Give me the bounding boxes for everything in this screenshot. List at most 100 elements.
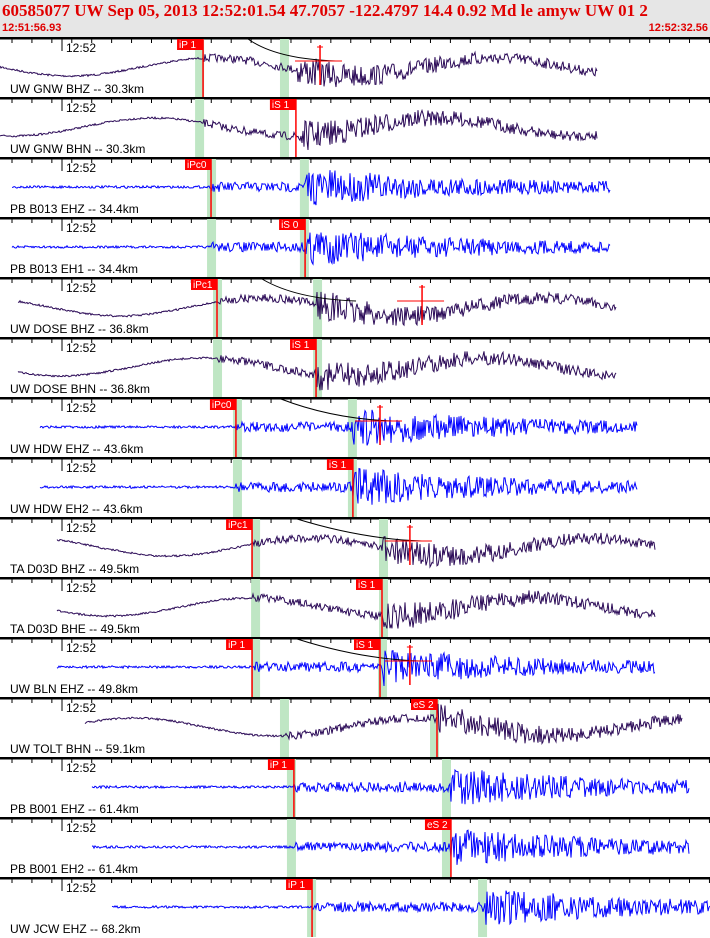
waveform (17, 350, 617, 391)
travel-time-curve (296, 518, 423, 542)
picks: iS 1 (290, 339, 317, 397)
minute-label: 12:52 (66, 521, 97, 535)
trace-row[interactable]: eS 2 12:52 PB B001 EH2 -- 61.4km (0, 817, 710, 877)
predicted-arrival-band (207, 219, 217, 277)
trace-row[interactable]: iS 0 12:52 PB B013 EH1 -- 34.4km (0, 217, 710, 277)
seismogram: iS 1 (0, 457, 710, 517)
pick-label-box (290, 339, 317, 350)
trace-row[interactable]: iPc0 12:52 UW HDW EHZ -- 43.6km (0, 397, 710, 457)
seismogram: iP 1 (0, 877, 710, 937)
picks: eS 2 (424, 819, 452, 877)
seismogram: iS 1 (0, 337, 710, 397)
trace-row[interactable]: eS 2 12:52 UW TOLT BHN -- 59.1km (0, 697, 710, 757)
waveform (56, 590, 656, 629)
predicted-arrival-band (279, 39, 289, 97)
trace-row[interactable]: iS 1 12:52 UW HDW EH2 -- 43.6km (0, 457, 710, 517)
travel-time-curve (296, 638, 421, 662)
seismogram: iPc1 (0, 517, 710, 577)
trace-row[interactable]: iP 1 12:52 UW JCW EHZ -- 68.2km (0, 877, 710, 937)
waveform (0, 50, 598, 88)
pick-label-box (209, 399, 236, 410)
predicted-arrival-band (441, 759, 451, 817)
pick-label: iS 1 (358, 580, 376, 591)
seismogram: eS 2 (0, 697, 710, 757)
pick-label-box (177, 39, 204, 50)
predicted-arrival-band (279, 99, 289, 157)
predicted-arrival-band (195, 99, 205, 157)
waveform (111, 890, 710, 926)
minute-label: 12:52 (66, 41, 97, 55)
pick-label-box (185, 159, 212, 170)
pick-label: iPc1 (193, 280, 213, 291)
predicted-arrival-band (430, 699, 440, 757)
seismogram: iS 1 (0, 97, 710, 157)
station-label: PB B001 EHZ -- 61.4km (10, 802, 139, 816)
seismogram: iP 1 (0, 37, 710, 97)
waveform (39, 409, 638, 446)
trace-row[interactable]: iPc0 12:52 PB B013 EHZ -- 34.4km (0, 157, 710, 217)
picks: iPc1 (226, 519, 253, 577)
picks: iPc0 (185, 159, 212, 217)
station-label: PB B013 EH1 -- 34.4km (10, 262, 139, 276)
picks: iPc1 (191, 279, 218, 337)
station-label: UW GNW BHZ -- 30.3km (10, 82, 144, 96)
waveform (0, 108, 598, 151)
minute-label: 12:52 (66, 701, 97, 715)
pick-label: iS 0 (281, 220, 299, 231)
pick-label: iP 1 (270, 760, 287, 771)
waveform (11, 232, 611, 266)
trace-row[interactable]: iP 1 iS 1 12:52 UW BLN EHZ -- 49.8km (0, 637, 710, 697)
minute-label: 12:52 (66, 161, 97, 175)
event-title: 60585077 UW Sep 05, 2013 12:52:01.54 47.… (2, 1, 648, 20)
trace-row[interactable]: iPc1 12:52 UW DOSE BHZ -- 36.8km (0, 277, 710, 337)
picks: iP 1 iS 1 (226, 639, 381, 697)
pick-label-box (424, 819, 451, 830)
picks: eS 2 (410, 699, 438, 757)
travel-time-curve (247, 38, 336, 62)
station-label: UW BLN EHZ -- 49.8km (10, 682, 139, 696)
pick-label-box (410, 699, 437, 710)
predicted-arrival-band (379, 579, 389, 637)
trace-row[interactable]: iP 1 12:52 PB B001 EHZ -- 61.4km (0, 757, 710, 817)
window-start-time: 12:51:56.93 (2, 22, 62, 34)
picks: iS 0 (279, 219, 306, 277)
trace-row[interactable]: iP 1 12:52 UW GNW BHZ -- 30.3km (0, 37, 710, 97)
station-label: PB B001 EH2 -- 61.4km (10, 862, 139, 876)
predicted-arrival-band (379, 519, 389, 577)
seismogram: iPc1 (0, 277, 710, 337)
station-label: UW DOSE BHZ -- 36.8km (10, 322, 149, 336)
minute-label: 12:52 (66, 761, 97, 775)
pick-label-box (354, 639, 381, 650)
trace-row[interactable]: iS 1 12:52 UW GNW BHN -- 30.3km (0, 97, 710, 157)
station-label: UW HDW EH2 -- 43.6km (10, 502, 143, 516)
pick-label-box (286, 879, 313, 890)
trace-row[interactable]: iS 1 12:52 UW DOSE BHN -- 36.8km (0, 337, 710, 397)
pick-label-box (226, 519, 253, 530)
predicted-arrival-band (441, 819, 451, 877)
pick-label-box (269, 99, 296, 110)
station-label: UW DOSE BHN -- 36.8km (10, 382, 151, 396)
predicted-arrival-band (286, 819, 296, 877)
picks: iP 1 (177, 39, 204, 97)
waveform (11, 170, 611, 206)
waveform (56, 650, 656, 687)
minute-label: 12:52 (66, 401, 97, 415)
station-label: TA D03D BHE -- 49.5km (10, 622, 140, 636)
trace-row[interactable]: iS 1 12:52 TA D03D BHE -- 49.5km (0, 577, 710, 637)
picks: iS 1 (269, 99, 297, 157)
predicted-arrival-band (299, 159, 309, 217)
pick-label: iP 1 (228, 640, 245, 651)
waveform (56, 532, 656, 569)
picks: iP 1 (286, 879, 313, 937)
seismogram: eS 2 (0, 817, 710, 877)
trace-panel: iP 1 12:52 UW GNW BHZ -- 30.3km iS 1 12:52 UW… (0, 37, 710, 937)
station-label: UW GNW BHN -- 30.3km (10, 142, 146, 156)
picks: iP 1 (267, 759, 295, 817)
minute-label: 12:52 (66, 641, 97, 655)
pick-label: iPc0 (187, 160, 207, 171)
waveform (91, 829, 690, 865)
trace-row[interactable]: iPc1 12:52 TA D03D BHZ -- 49.5km (0, 517, 710, 577)
waveform (17, 291, 617, 327)
station-label: PB B013 EHZ -- 34.4km (10, 202, 139, 216)
waveform (84, 703, 683, 745)
